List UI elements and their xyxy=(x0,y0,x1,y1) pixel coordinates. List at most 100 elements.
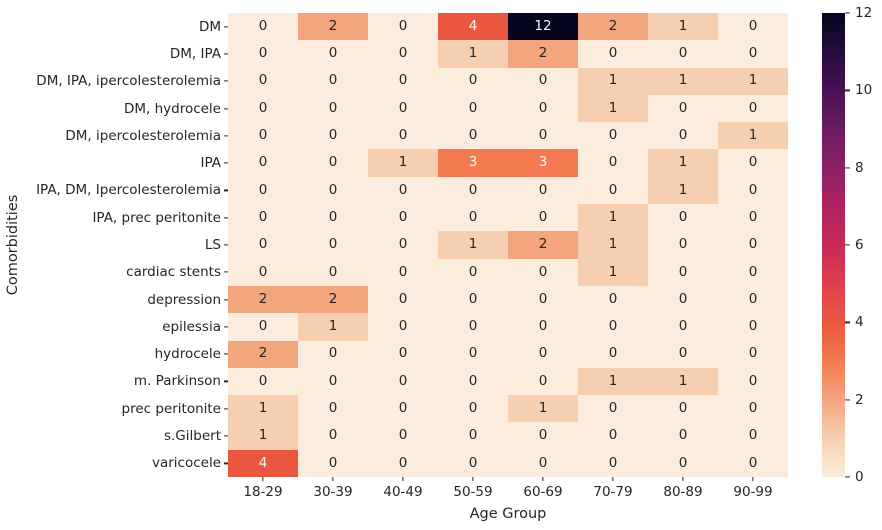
heatmap-cell: 0 xyxy=(228,122,298,150)
heatmap-cell: 0 xyxy=(578,422,648,450)
x-tick-label: 90-99 xyxy=(733,484,773,500)
y-tick-label: hydrocele xyxy=(154,346,221,363)
heatmap-cell: 0 xyxy=(438,94,508,123)
heatmap-cell: 0 xyxy=(368,340,438,368)
heatmap-cell: 0 xyxy=(718,149,788,177)
heatmap-cell: 0 xyxy=(508,176,578,205)
heatmap-cell: 0 xyxy=(438,422,508,450)
y-tick-mark xyxy=(224,271,228,273)
heatmap-cell: 0 xyxy=(718,176,788,205)
heatmap-cell: 0 xyxy=(508,313,578,341)
heatmap-cell: 0 xyxy=(718,231,788,259)
colorbar-tick-labels: 0 2 4 6 8 10 12 xyxy=(845,5,882,485)
heatmap-cell: 2 xyxy=(228,340,298,368)
heatmap-cell: 0 xyxy=(438,449,508,477)
y-tick-mark xyxy=(224,80,228,82)
heatmap-cell: 3 xyxy=(438,149,508,177)
x-tick-label: 40-49 xyxy=(383,484,423,500)
heatmap-cell: 2 xyxy=(508,40,578,68)
heatmap-cell: 1 xyxy=(648,367,718,396)
colorbar-tick-label: 2 xyxy=(855,391,864,408)
heatmap-cell: 0 xyxy=(648,313,718,341)
heatmap-cell: 0 xyxy=(508,258,578,286)
colorbar-tick-mark xyxy=(845,89,850,91)
heatmap-cell: 0 xyxy=(578,285,648,314)
heatmap-cell: 0 xyxy=(578,395,648,423)
heatmap-cell: 0 xyxy=(438,258,508,286)
y-tick-mark xyxy=(224,162,228,164)
heatmap-cell: 0 xyxy=(648,122,718,150)
heatmap-cell: 0 xyxy=(298,122,368,150)
colorbar xyxy=(822,13,845,477)
heatmap-cell: 0 xyxy=(508,67,578,95)
heatmap-cell: 2 xyxy=(578,13,648,41)
heatmap-cell: 2 xyxy=(298,285,368,314)
heatmap-cell: 1 xyxy=(578,367,648,396)
y-tick-mark xyxy=(224,244,228,246)
y-tick-label: varicocele xyxy=(151,455,221,472)
y-tick-label: DM, hydrocele xyxy=(123,100,221,117)
heatmap-cell: 1 xyxy=(648,176,718,205)
x-tick-mark xyxy=(752,477,754,481)
heatmap-grid: 0 2 0 4 12 2 1 0 0 0 0 1 2 0 0 0 0 0 0 0 0 1 1 1 0 0 0 0 0 1 0 0 0 0 0 0 0 0 0… xyxy=(228,13,788,477)
colorbar-tick-label: 12 xyxy=(855,5,873,21)
y-tick-mark xyxy=(224,380,228,383)
y-tick-mark xyxy=(224,462,228,464)
y-tick-mark xyxy=(224,408,228,410)
heatmap-cell: 0 xyxy=(648,422,718,450)
heatmap-cell: 0 xyxy=(298,231,368,259)
x-tick-label: 50-59 xyxy=(453,484,493,500)
heatmap-cell: 0 xyxy=(228,13,298,41)
heatmap-cell: 0 xyxy=(438,395,508,423)
heatmap-cell: 0 xyxy=(718,449,788,477)
heatmap-cell: 0 xyxy=(228,94,298,123)
heatmap-cell: 0 xyxy=(368,231,438,259)
heatmap-cell: 0 xyxy=(228,258,298,286)
heatmap-cell: 2 xyxy=(228,285,298,314)
heatmap-cell: 1 xyxy=(228,422,298,450)
x-tick-mark xyxy=(542,477,544,481)
heatmap-cell: 0 xyxy=(718,40,788,68)
heatmap-cell: 0 xyxy=(508,122,578,150)
heatmap-cell: 1 xyxy=(578,67,648,95)
colorbar-tick-label: 6 xyxy=(855,237,864,253)
heatmap-cell: 4 xyxy=(228,449,298,477)
heatmap-cell: 0 xyxy=(368,40,438,68)
heatmap-cell: 0 xyxy=(578,149,648,177)
x-tick-mark xyxy=(402,477,404,481)
y-tick-label: epilessia xyxy=(162,318,221,335)
colorbar-tick-label: 8 xyxy=(855,159,864,176)
heatmap-cell: 0 xyxy=(298,176,368,205)
heatmap-cell: 0 xyxy=(648,204,718,232)
heatmap-cell: 0 xyxy=(228,176,298,205)
heatmap-cell: 1 xyxy=(578,258,648,286)
heatmap-cell: 0 xyxy=(578,122,648,150)
heatmap-cell: 0 xyxy=(368,204,438,232)
colorbar-tick-label: 10 xyxy=(855,82,873,99)
y-tick-label: depression xyxy=(147,291,221,308)
heatmap-cell: 0 xyxy=(368,367,438,396)
heatmap-cell: 0 xyxy=(578,313,648,341)
heatmap-cell: 0 xyxy=(228,40,298,68)
heatmap-cell: 0 xyxy=(228,204,298,232)
heatmap-cell: 0 xyxy=(718,285,788,314)
heatmap-cell: 1 xyxy=(648,149,718,177)
y-tick-mark xyxy=(224,135,228,137)
heatmap-cell: 0 xyxy=(368,122,438,150)
heatmap-cell: 0 xyxy=(578,40,648,68)
heatmap-cell: 0 xyxy=(718,313,788,341)
y-tick-mark xyxy=(224,107,228,110)
heatmap-cell: 1 xyxy=(718,67,788,95)
y-tick-mark xyxy=(224,53,228,55)
heatmap-cell: 0 xyxy=(438,313,508,341)
heatmap-cell: 1 xyxy=(228,395,298,423)
heatmap-cell: 1 xyxy=(578,204,648,232)
y-tick-label: s.Gilbert xyxy=(163,428,221,445)
heatmap-cell: 0 xyxy=(438,204,508,232)
colorbar-tick-label: 4 xyxy=(855,314,864,331)
y-tick-mark xyxy=(224,189,228,191)
heatmap-cell: 0 xyxy=(228,149,298,177)
heatmap-cell: 1 xyxy=(438,40,508,68)
heatmap-cell: 0 xyxy=(438,340,508,368)
heatmap-cell: 0 xyxy=(298,340,368,368)
